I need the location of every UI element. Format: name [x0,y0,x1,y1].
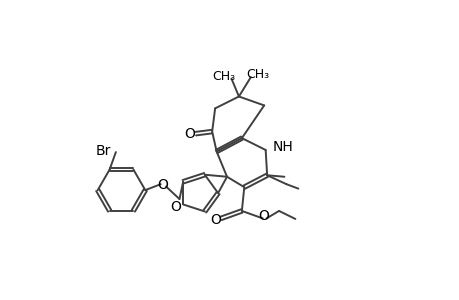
Text: CH₃: CH₃ [246,68,269,81]
Text: NH: NH [273,140,293,154]
Text: CH₃: CH₃ [212,70,235,83]
Text: O: O [170,200,181,214]
Text: O: O [210,213,221,227]
Text: Br: Br [95,144,110,158]
Text: O: O [184,127,195,141]
Text: O: O [157,178,168,192]
Text: O: O [258,209,269,223]
